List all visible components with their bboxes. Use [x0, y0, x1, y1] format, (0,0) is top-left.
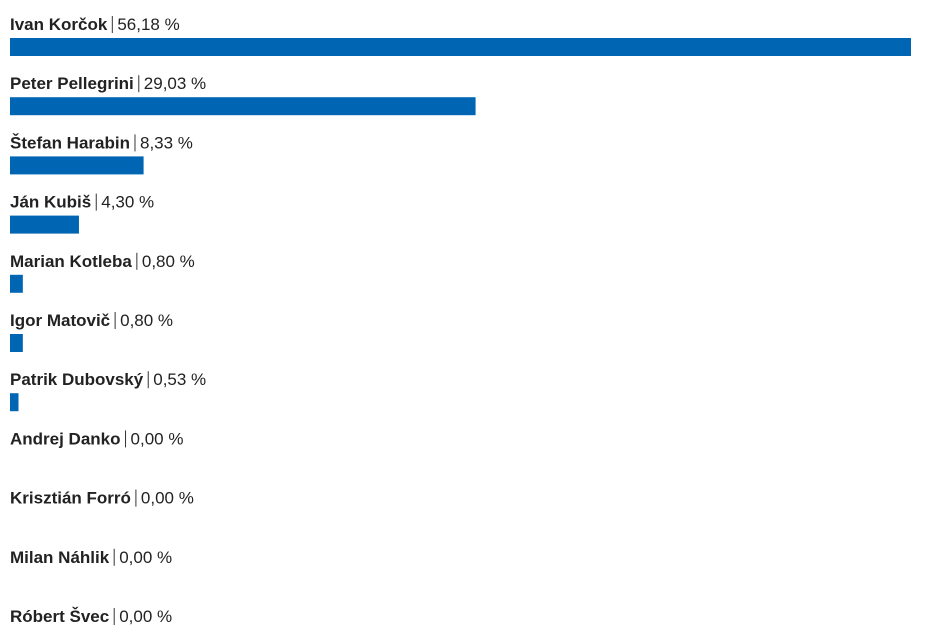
value-label: 0,80 % [120, 311, 173, 330]
candidate-name: Peter Pellegrini [10, 74, 134, 93]
bar [10, 38, 911, 56]
value-label: 0,00 % [119, 607, 172, 626]
candidate-name: Igor Matovič [10, 311, 110, 330]
value-label: 0,00 % [141, 489, 194, 508]
bar [10, 215, 79, 234]
candidate-name: Róbert Švec [10, 607, 109, 626]
candidate-name: Andrej Danko [10, 429, 121, 448]
value-label: 0,80 % [142, 252, 195, 271]
value-label: 56,18 % [117, 15, 179, 34]
candidate-name: Marian Kotleba [10, 252, 132, 271]
value-label: 8,33 % [140, 133, 193, 152]
bar [10, 334, 23, 352]
candidate-name: Štefan Harabin [10, 133, 130, 152]
bar [10, 393, 19, 412]
value-label: 4,30 % [101, 193, 154, 212]
value-label: 0,00 % [119, 548, 172, 567]
candidate-name: Milan Náhlik [10, 548, 110, 567]
bar [10, 97, 476, 116]
value-label: 0,00 % [131, 429, 184, 448]
candidate-name: Patrik Dubovský [10, 370, 144, 389]
candidate-name: Ján Kubiš [10, 193, 91, 212]
candidate-name: Krisztián Forró [10, 489, 131, 508]
value-label: 29,03 % [144, 74, 206, 93]
candidate-name: Ivan Korčok [10, 15, 108, 34]
bar [10, 156, 144, 175]
value-label: 0,53 % [153, 370, 206, 389]
bar [10, 274, 23, 293]
